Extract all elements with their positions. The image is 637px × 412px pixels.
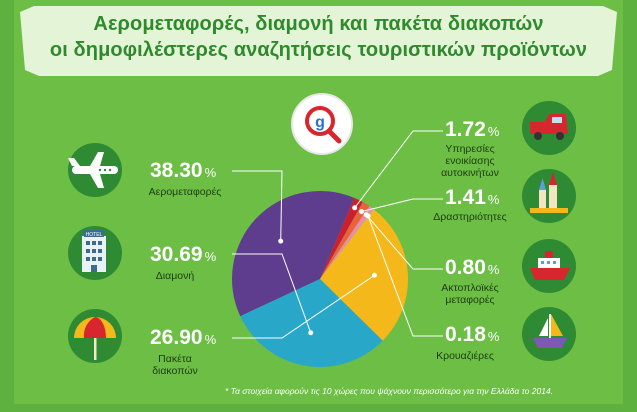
airfare-label: Αερομεταφορές [148, 186, 222, 198]
leader-line [232, 170, 283, 242]
accommodation-percentage: 30.69% [150, 243, 217, 266]
ferries-label: Ακτοπλοϊκές μεταφορές [425, 282, 515, 306]
leader-line [365, 214, 443, 270]
slice-ferries [320, 206, 373, 279]
leader-dot [365, 213, 371, 219]
leader-dot [371, 272, 377, 278]
car-rental-label-line-3: αυτοκινήτων [441, 167, 499, 179]
airplane-icon [68, 143, 122, 197]
leader-line [232, 274, 375, 339]
slice-packages [320, 209, 408, 341]
slice-accommodation [240, 279, 383, 368]
leader-line [232, 253, 312, 333]
ferry-icon [522, 239, 576, 293]
leader-line [367, 215, 443, 337]
car-rental-label-line-2: ενοικίασης [445, 155, 495, 167]
cruises-percentage: 0.18% [445, 323, 500, 346]
ferries-label-line-1: Ακτοπλοϊκές [441, 282, 499, 294]
title-line-1: Αερομεταφορές, διαμονή και πακέτα διακοπ… [93, 13, 544, 35]
hotel-icon: HOTEL [68, 226, 122, 280]
car-icon [522, 101, 576, 155]
car-rental-percentage: 1.72% [445, 118, 500, 141]
sailboat-icon [522, 307, 576, 361]
packages-label-line-1: Πακέτα [158, 353, 192, 365]
sandcastle-icon [522, 169, 576, 223]
cruises-label: Κρουαζιέρες [436, 350, 494, 362]
search-icon: g [291, 93, 353, 155]
pie-chart [232, 190, 408, 368]
slice-cruises [320, 208, 374, 279]
title-banner [20, 6, 617, 76]
packages-label: Πακέτα διακοπών [140, 353, 210, 377]
airfare-percentage: 38.30% [150, 159, 217, 182]
title-line-2: οι δημοφιλέστερες αναζητήσεις τουριστικώ… [49, 39, 588, 61]
leader-dot [308, 330, 314, 336]
svg-text:HOTEL: HOTEL [86, 232, 103, 238]
slice-activities [320, 202, 370, 279]
accommodation-label: Διαμονή [155, 270, 195, 282]
activities-percentage: 1.41% [445, 186, 500, 209]
slice-car-rental [320, 197, 363, 279]
activities-label: Δραστηριότητες [433, 211, 507, 223]
car-rental-label: Υπηρεσίες ενοικίασης αυτοκινήτων [430, 143, 510, 179]
ferries-percentage: 0.80% [445, 256, 500, 279]
leader-dot [359, 209, 365, 215]
leader-dot [352, 205, 358, 211]
leader-line [354, 130, 443, 209]
svg-text:g: g [315, 114, 325, 131]
beach-umbrella-icon [68, 309, 122, 363]
packages-label-line-2: διακοπών [152, 365, 198, 377]
footnote: * Τα στοιχεία αφορούν τις 10 χώρες που ψ… [225, 386, 554, 396]
car-rental-label-line-1: Υπηρεσίες [445, 143, 495, 155]
ferries-label-line-2: μεταφορές [445, 294, 495, 306]
leader-line [361, 198, 443, 213]
leader-dot [278, 238, 284, 244]
leader-lines [232, 130, 443, 339]
packages-percentage: 26.90% [150, 326, 217, 349]
slice-airfare [232, 190, 355, 317]
